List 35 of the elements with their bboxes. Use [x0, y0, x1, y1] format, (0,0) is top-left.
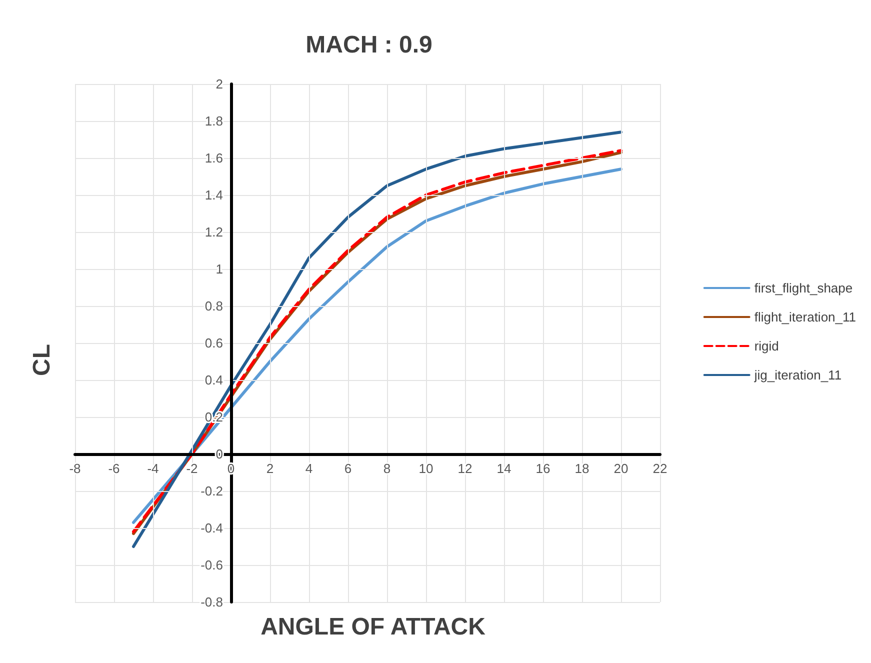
legend-label: jig_iteration_11	[753, 368, 842, 382]
y-tick-label: 1.2	[204, 224, 223, 240]
y-axis-title: CL	[28, 344, 56, 376]
legend-label: flight_iteration_11	[754, 310, 856, 324]
x-tick-label: 22	[652, 461, 668, 476]
x-tick-label: 12	[458, 461, 472, 476]
x-tick-label: -4	[147, 461, 159, 476]
x-tick-label: 20	[614, 461, 628, 476]
y-tick-label: 0.4	[204, 372, 223, 388]
chart-title: MACH : 0.9	[306, 32, 432, 58]
x-tick-label: 18	[574, 461, 590, 476]
y-tick-label: -0.8	[200, 594, 223, 610]
y-tick-label: 1	[216, 262, 223, 276]
y-tick-label: -0.4	[200, 520, 223, 536]
y-tick-label: -0.2	[200, 484, 223, 498]
y-tick-label: 2	[216, 76, 223, 92]
x-tick-label: -2	[186, 461, 198, 476]
x-tick-label: 4	[305, 461, 313, 476]
y-tick-label: 0.6	[204, 336, 223, 350]
legend-label: rigid	[754, 338, 779, 354]
x-tick-label: 8	[383, 461, 391, 476]
y-tick-label: -0.6	[200, 558, 223, 572]
x-axis-title: ANGLE OF ATTACK	[260, 614, 486, 640]
x-tick-label: 14	[496, 461, 512, 476]
y-tick-label: 0.8	[204, 298, 223, 314]
x-tick-label: -8	[69, 461, 81, 476]
x-tick-label: 6	[344, 461, 352, 476]
y-tick-label: 1.4	[204, 188, 223, 202]
x-tick-label: -6	[108, 461, 120, 476]
y-tick-label: 1.8	[204, 114, 223, 128]
y-tick-label: 1.6	[204, 150, 223, 166]
legend-label: first_flight_shape	[754, 280, 853, 296]
x-tick-label: 10	[418, 461, 434, 476]
x-tick-label: 16	[536, 461, 550, 476]
x-tick-label: 2	[266, 461, 274, 476]
